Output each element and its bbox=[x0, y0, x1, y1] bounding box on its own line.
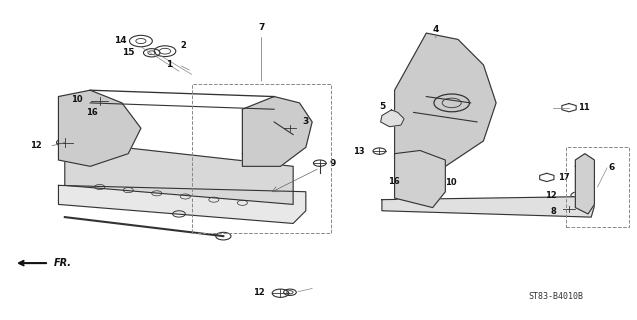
Text: 17: 17 bbox=[558, 173, 570, 182]
Text: 13: 13 bbox=[353, 147, 365, 156]
Text: 3: 3 bbox=[303, 117, 309, 126]
Text: 10: 10 bbox=[71, 95, 83, 104]
Text: 6: 6 bbox=[609, 163, 615, 172]
Text: 1: 1 bbox=[166, 60, 173, 69]
Text: FR.: FR. bbox=[54, 258, 71, 268]
Text: 10: 10 bbox=[445, 178, 457, 187]
Bar bbox=[566, 147, 629, 227]
Text: 2: 2 bbox=[180, 41, 186, 50]
Text: 12: 12 bbox=[31, 141, 42, 150]
Bar bbox=[192, 84, 331, 233]
Polygon shape bbox=[394, 33, 496, 166]
Polygon shape bbox=[59, 90, 141, 166]
Text: 8: 8 bbox=[550, 207, 556, 216]
Polygon shape bbox=[382, 196, 594, 217]
Polygon shape bbox=[65, 141, 293, 204]
Text: 11: 11 bbox=[578, 103, 590, 112]
Text: 14: 14 bbox=[114, 36, 127, 44]
Text: 16: 16 bbox=[388, 177, 399, 186]
Text: 12: 12 bbox=[253, 288, 264, 297]
Text: 4: 4 bbox=[433, 25, 439, 38]
Text: 15: 15 bbox=[122, 48, 134, 57]
Text: 5: 5 bbox=[379, 102, 385, 111]
Polygon shape bbox=[575, 154, 594, 214]
Text: 9: 9 bbox=[330, 159, 336, 168]
Polygon shape bbox=[243, 97, 312, 166]
Text: 16: 16 bbox=[86, 108, 98, 117]
Polygon shape bbox=[59, 185, 306, 223]
Text: 12: 12 bbox=[545, 191, 556, 200]
Polygon shape bbox=[394, 150, 445, 208]
Text: ST83-B4010B: ST83-B4010B bbox=[529, 292, 584, 301]
Text: 7: 7 bbox=[258, 23, 264, 81]
Polygon shape bbox=[381, 110, 404, 127]
